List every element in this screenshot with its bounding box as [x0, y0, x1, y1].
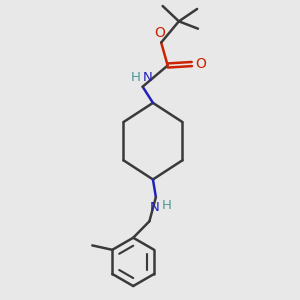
- Text: H: H: [131, 71, 141, 84]
- Text: O: O: [154, 26, 165, 40]
- Text: O: O: [196, 57, 206, 71]
- Text: N: N: [143, 71, 153, 84]
- Text: H: H: [161, 199, 171, 212]
- Text: N: N: [149, 201, 159, 214]
